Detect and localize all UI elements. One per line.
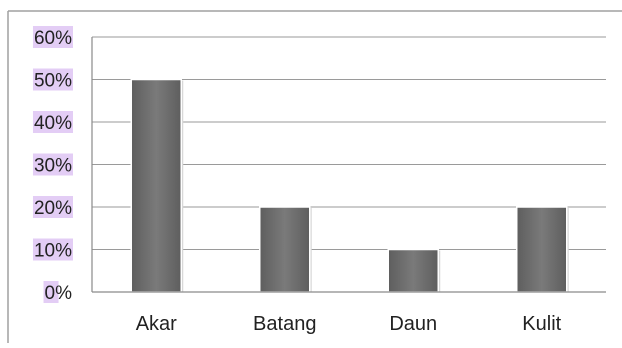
y-tick-highlights <box>32 26 73 303</box>
y-tick-highlight <box>43 281 59 303</box>
bar-daun <box>387 248 439 293</box>
y-tick-highlight <box>32 111 73 133</box>
y-tick-highlight <box>32 238 73 261</box>
y-tick-label: 40% <box>34 113 72 134</box>
y-tick-label: 30% <box>34 156 72 177</box>
y-tick-highlight <box>32 153 73 176</box>
y-tick-label: 10% <box>34 241 72 262</box>
y-axis-ticks: 0% 10% 20% 30% 40% 50% 60% <box>34 28 72 304</box>
y-tick-label: 50% <box>34 71 72 92</box>
bars <box>130 78 569 293</box>
x-tick-label: Batang <box>253 313 316 335</box>
bar-akar <box>130 78 182 293</box>
y-tick-highlight <box>32 68 73 91</box>
x-tick-label: Daun <box>389 313 437 335</box>
x-axis-labels: Akar Batang Daun Kulit <box>136 313 562 335</box>
y-tick-label: 60% <box>34 28 72 49</box>
y-tick-highlight <box>32 26 73 48</box>
bar-kulit <box>516 206 568 293</box>
bar-batang <box>259 206 311 293</box>
y-tick-label: 0% <box>45 283 73 304</box>
x-tick-label: Kulit <box>522 313 561 335</box>
y-tick-label: 20% <box>34 198 72 219</box>
y-tick-highlight <box>32 196 73 218</box>
x-tick-label: Akar <box>136 313 177 335</box>
